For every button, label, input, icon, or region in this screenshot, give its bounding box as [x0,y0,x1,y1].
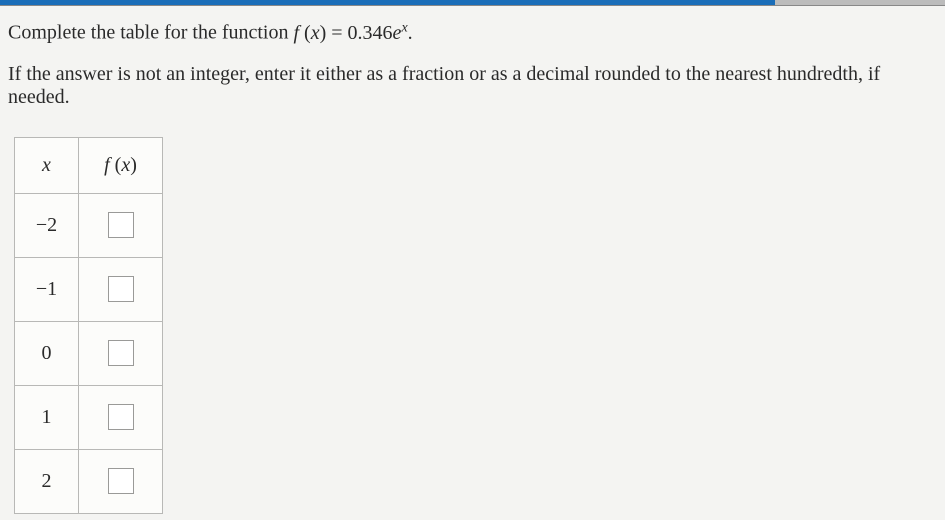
header-f-close: ) [130,154,137,176]
answer-input[interactable] [108,340,134,366]
equals: = [326,22,347,44]
table-row: −2 [15,193,163,257]
answer-input[interactable] [108,276,134,302]
table-header-row: x f (x) [15,137,163,193]
function-table: x f (x) −2 −1 0 [14,137,163,514]
coeff: 0.346 [348,22,393,44]
question-content: Complete the table for the function f (x… [0,6,945,514]
cell-x: −1 [15,257,79,321]
cell-x: 2 [15,449,79,513]
cell-fx [79,385,163,449]
header-f-open: ( [110,154,122,176]
table-row: 1 [15,385,163,449]
cell-fx [79,257,163,321]
func-var: x [311,22,320,44]
prompt-text: Complete the table for the function [8,22,293,44]
cell-fx [79,321,163,385]
period: . [408,22,413,44]
answer-input[interactable] [108,404,134,430]
table-row: 2 [15,449,163,513]
function-expression: f (x) = 0.346ex. [293,22,412,44]
header-x: x [15,137,79,193]
table-row: 0 [15,321,163,385]
cell-fx [79,193,163,257]
func-open: ( [299,22,311,44]
header-fx: f (x) [79,137,163,193]
prompt-line-2: If the answer is not an integer, enter i… [8,63,937,109]
answer-input[interactable] [108,468,134,494]
cell-x: 0 [15,321,79,385]
table-row: −1 [15,257,163,321]
answer-input[interactable] [108,212,134,238]
cell-x: −2 [15,193,79,257]
prompt-line-1: Complete the table for the function f (x… [8,20,937,45]
cell-x: 1 [15,385,79,449]
header-f-var: x [121,154,130,176]
header-x-label: x [42,154,51,176]
cell-fx [79,449,163,513]
